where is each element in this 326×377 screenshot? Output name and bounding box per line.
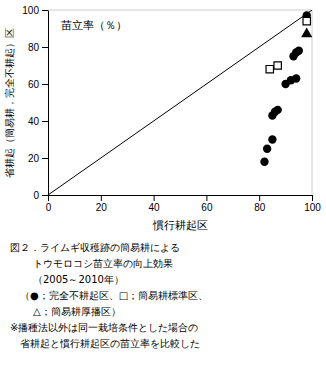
y-tick-label: 0 [33, 190, 39, 201]
caption-line: △；簡易耕厚播区） [33, 306, 121, 317]
point [260, 158, 268, 166]
x-axis-title: 慣行耕起区 [152, 219, 208, 232]
x-tick-label: 0 [46, 202, 52, 213]
y-tick-label: 40 [28, 116, 40, 127]
x-axis-line [49, 196, 313, 202]
point [263, 145, 271, 153]
point [295, 47, 303, 55]
caption-line: トウモロコシ苗立率の向上効果 [33, 258, 173, 269]
point [274, 62, 281, 69]
y-axis-line [42, 11, 49, 196]
y-tick-mark [42, 195, 48, 196]
x-tick-label: 60 [201, 202, 213, 213]
y-tick-label: 60 [28, 79, 40, 90]
caption-line: ※播種法以外は同一栽培条件とした場合の [10, 322, 198, 333]
y-tick-mark [42, 47, 48, 48]
point [266, 65, 273, 72]
y-tick-mark [42, 84, 48, 85]
y-tick-label: 80 [28, 42, 40, 53]
annotation: 苗立率（％） [61, 19, 127, 32]
caption-line: 省耕起と慣行耕起区の苗立率を比較した [20, 338, 200, 349]
point [273, 106, 281, 114]
x-tick-label: 40 [149, 202, 161, 213]
y-tick-mark [42, 158, 48, 159]
y-tick-label: 100 [22, 5, 39, 16]
frame [48, 10, 312, 11]
x-tick-mark [312, 195, 313, 201]
caption-line: 図２．ライムギ収穫跡の簡易耕による [10, 242, 180, 253]
y-tick-mark [42, 121, 48, 122]
y-tick-mark [42, 10, 48, 11]
y-tick: 20 [28, 153, 48, 164]
y-tick: 80 [28, 42, 48, 53]
caption-line: （●；完全不耕起区、□；簡易耕標準区、 [20, 290, 208, 301]
y-tick: 100 [22, 5, 48, 16]
x-tick-mark [206, 195, 207, 201]
y-tick: 0 [33, 190, 48, 201]
x-tick-mark [154, 195, 155, 201]
y-tick-label: 20 [28, 153, 40, 164]
x-tick: 0 [46, 195, 52, 213]
x-axis: 0 20 40 60 80 100 [46, 195, 322, 213]
point [301, 28, 312, 38]
marks [48, 10, 312, 195]
x-tick-label: 20 [96, 202, 108, 213]
y-axis-title: 省耕起（簡易耕，完全不耕起）区 [4, 28, 15, 178]
x-tick-mark [259, 195, 260, 201]
x-tick: 40 [149, 195, 161, 213]
y-tick: 60 [28, 79, 48, 90]
chart: 0 20 40 60 80 100 0 20 40 60 80 100 苗立率（％） 慣行耕起区 省耕起（簡… [0, 0, 326, 377]
frame [312, 10, 313, 195]
caption-line: （2005～2010年） [33, 274, 124, 285]
x-tick: 100 [304, 195, 321, 213]
texts: 苗立率（％） 慣行耕起区 省耕起（簡易耕，完全不耕起）区図２．ライムギ収穫跡の簡易耕… [4, 19, 208, 349]
x-tick-label: 80 [254, 202, 266, 213]
reference-line [48, 10, 312, 195]
x-tick-mark [101, 195, 102, 201]
y-axis: 0 20 40 60 80 100 [22, 5, 48, 201]
y-tick: 40 [28, 116, 48, 127]
x-tick: 60 [201, 195, 213, 213]
plot-area: 0 20 40 60 80 100 0 20 40 60 80 100 [22, 5, 321, 213]
point [292, 74, 300, 82]
x-tick-label: 100 [304, 202, 321, 213]
x-tick: 20 [96, 195, 108, 213]
point [268, 135, 276, 143]
x-tick: 80 [254, 195, 266, 213]
point [303, 17, 310, 24]
